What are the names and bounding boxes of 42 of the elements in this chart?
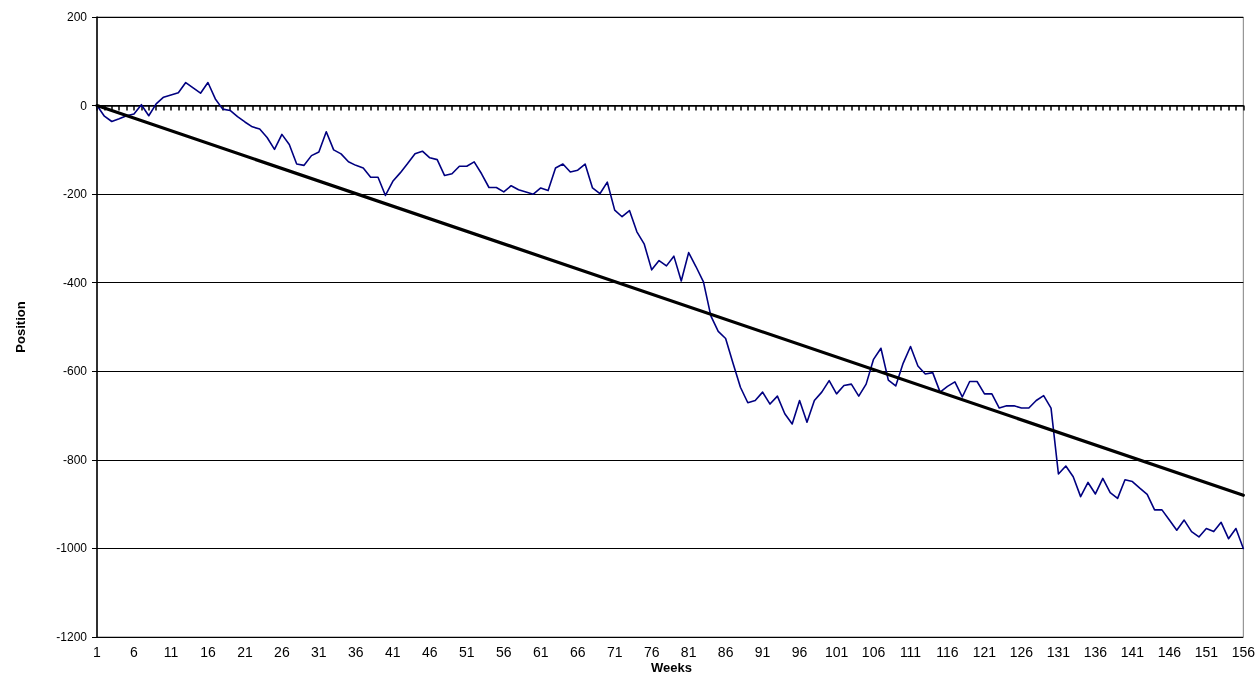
x-tick-label: 51	[458, 644, 475, 660]
x-tick-label: 61	[532, 644, 549, 660]
x-tick-label: 96	[791, 644, 808, 660]
x-tick-label: 121	[972, 644, 997, 660]
y-axis-title: Position	[13, 301, 28, 353]
y-tick-label: -800	[62, 452, 88, 467]
x-tick-label: 136	[1083, 644, 1108, 660]
x-tick-label: 116	[936, 644, 959, 660]
x-tick-label: 36	[348, 644, 364, 660]
x-tick-label: 31	[311, 644, 327, 660]
y-tick-label: -600	[62, 364, 88, 379]
y-tick-label: 0	[80, 98, 88, 113]
x-tick-label: 56	[495, 644, 512, 660]
x-tick-label: 111	[899, 644, 922, 660]
x-tick-label: 81	[680, 644, 697, 660]
x-tick-label: 76	[643, 644, 660, 660]
y-tick-label: -1200	[56, 630, 88, 644]
x-tick-label: 11	[163, 644, 179, 660]
x-tick-label: 131	[1046, 644, 1071, 660]
x-tick-label: 1	[93, 644, 102, 660]
x-tick-label: 126	[1009, 644, 1034, 660]
x-tick-label: 101	[824, 644, 849, 660]
x-tick-label: 21	[237, 644, 253, 660]
x-tick-label: 156	[1231, 644, 1256, 660]
x-tick-label: 91	[754, 644, 771, 660]
x-tick-label: 16	[200, 644, 216, 660]
x-axis-title: Weeks	[651, 660, 692, 675]
x-tick-label: 141	[1120, 644, 1145, 660]
x-tick-label: 151	[1194, 644, 1219, 660]
y-tick-label: 200	[66, 10, 88, 24]
x-tick-label: 71	[606, 644, 623, 660]
x-tick-label: 66	[569, 644, 586, 660]
x-tick-label: 46	[422, 644, 438, 660]
x-tick-label: 26	[274, 644, 290, 660]
y-tick-label: -400	[62, 275, 88, 290]
x-tick-label: 106	[861, 644, 886, 660]
x-tick-label: 41	[385, 644, 401, 660]
x-tick-label: 86	[717, 644, 734, 660]
x-tick-label: 6	[130, 644, 139, 660]
y-tick-label: -200	[62, 187, 88, 202]
y-tick-label: -1000	[56, 541, 88, 556]
x-tick-label: 146	[1157, 644, 1182, 660]
